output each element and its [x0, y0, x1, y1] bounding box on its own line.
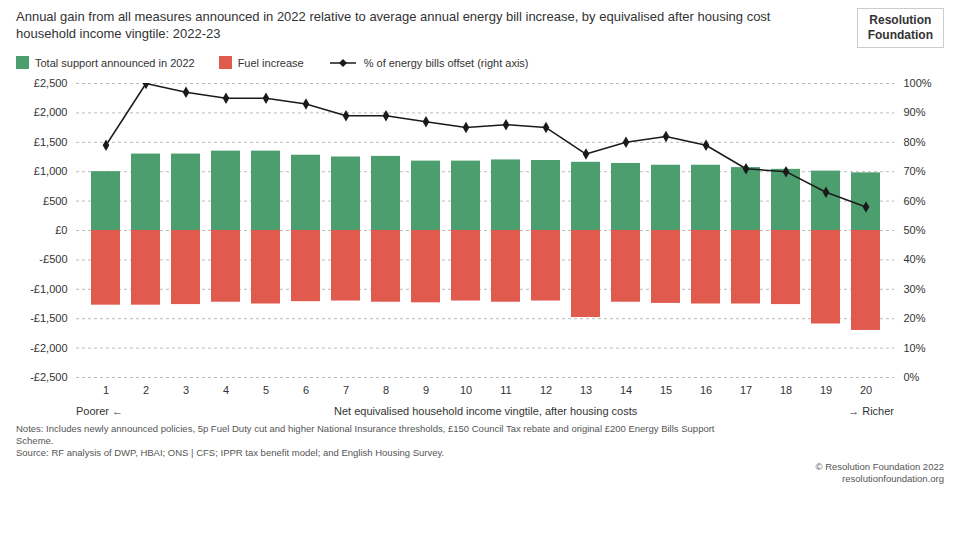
svg-text:8: 8 [383, 384, 389, 396]
svg-text:10%: 10% [904, 342, 926, 354]
svg-text:15: 15 [660, 384, 672, 396]
html-text:→ Richer: → Richer [848, 405, 894, 417]
html-text:Scheme.: Scheme. [16, 435, 54, 446]
svg-text:£1,500: £1,500 [34, 136, 68, 148]
svg-text:13: 13 [580, 384, 592, 396]
svg-text:6: 6 [303, 384, 309, 396]
svg-text:12: 12 [540, 384, 552, 396]
svg-text:11: 11 [500, 384, 511, 396]
html-text:% of energy bills offset (righ: % of energy bills offset (right axis) [363, 56, 529, 69]
svg-text:£500: £500 [43, 195, 67, 207]
svg-text:-£2,500: -£2,500 [30, 371, 67, 383]
svg-text:19: 19 [820, 384, 832, 396]
svg-text:2: 2 [143, 384, 149, 396]
html-text:Foundation: Foundation [867, 28, 933, 42]
html-text:© Resolution Foundation 2022: © Resolution Foundation 2022 [815, 461, 944, 472]
svg-text:20%: 20% [904, 312, 926, 324]
svg-text:60%: 60% [904, 195, 926, 207]
svg-text:9: 9 [423, 384, 429, 396]
html-text:Poorer ←: Poorer ← [76, 405, 124, 417]
html-text:Net equivalised household inco: Net equivalised household income vingtil… [334, 405, 638, 417]
html-text:resolutionfoundation.org: resolutionfoundation.org [842, 473, 944, 484]
svg-text:-£1,500: -£1,500 [30, 312, 67, 324]
svg-text:-£1,000: -£1,000 [30, 283, 67, 295]
svg-text:5: 5 [263, 384, 269, 396]
html-text:Source: RF analysis of DWP, HB: Source: RF analysis of DWP, HBAI; ONS | … [16, 447, 445, 458]
svg-text:0%: 0% [904, 371, 920, 383]
svg-text:7: 7 [343, 384, 349, 396]
svg-text:17: 17 [740, 384, 752, 396]
svg-text:1: 1 [103, 384, 109, 396]
html-text:Total support announced in 202: Total support announced in 2022 [35, 56, 195, 69]
html-text:Annual gain from all measures: Annual gain from all measures announced … [16, 9, 771, 41]
svg-text:16: 16 [700, 384, 712, 396]
svg-text:-£2,000: -£2,000 [30, 342, 67, 354]
html-text:Notes: Includes newly announce: Notes: Includes newly announced policies… [16, 423, 715, 434]
svg-text:40%: 40% [904, 253, 926, 265]
svg-text:-£500: -£500 [39, 253, 67, 265]
html-text:Fuel increase: Fuel increase [237, 56, 304, 69]
svg-text:3: 3 [183, 384, 189, 396]
svg-text:18: 18 [780, 384, 792, 396]
svg-text:30%: 30% [904, 283, 926, 295]
svg-text:£1,000: £1,000 [34, 165, 68, 177]
svg-text:14: 14 [620, 384, 632, 396]
svg-text:20: 20 [860, 384, 872, 396]
svg-text:4: 4 [223, 384, 229, 396]
svg-text:50%: 50% [904, 224, 926, 236]
svg-text:£0: £0 [55, 224, 67, 236]
svg-text:£2,000: £2,000 [34, 106, 68, 118]
svg-text:100%: 100% [904, 77, 932, 89]
svg-text:£2,500: £2,500 [34, 77, 68, 89]
html-text:Resolution: Resolution [869, 13, 932, 27]
svg-text:80%: 80% [904, 136, 926, 148]
svg-text:10: 10 [460, 384, 472, 396]
svg-text:90%: 90% [904, 106, 926, 118]
svg-text:70%: 70% [904, 165, 926, 177]
